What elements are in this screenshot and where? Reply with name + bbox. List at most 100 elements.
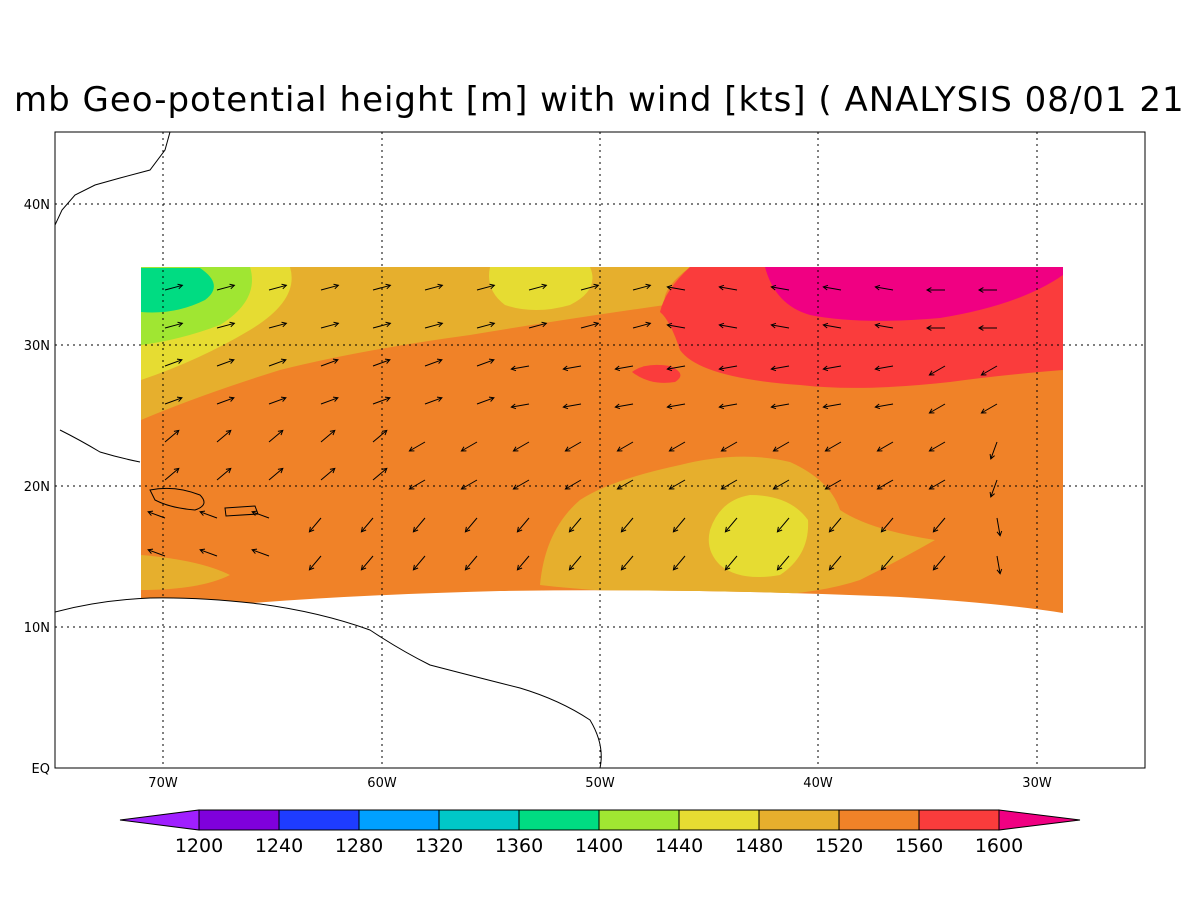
wind-arrowhead [668,446,675,452]
wind-arrowhead [437,283,444,290]
wind-arrowhead [977,325,984,331]
wind-arrowhead [724,526,731,533]
wind-arrowhead [928,408,935,414]
field-1440-central [708,495,809,578]
wind-arrowhead [173,467,180,474]
wind-arrow [996,517,1001,536]
wind-arrow [981,403,998,414]
wind-arrowhead [360,526,367,533]
colorbar-bin-1440 [678,809,760,831]
wind-arrowhead [824,446,831,452]
wind-arrow [673,555,686,571]
map-frame [54,131,1146,769]
wind-arrowhead [510,403,517,410]
wind-arrow [881,517,894,533]
wind-arrow [823,403,842,408]
height-field [141,267,1063,613]
plot-title: mb Geo-potential height [m] with wind [k… [14,80,1185,120]
wind-arrow [565,441,582,452]
wind-arrowhead [562,403,569,410]
wind-arrowhead [620,564,627,571]
wind-arrowhead [770,403,777,410]
wind-arrowhead [672,564,679,571]
wind-arrow [875,324,894,329]
wind-arrowhead [996,568,1003,575]
wind-arrowhead [720,446,727,452]
wind-arrowhead [176,358,183,364]
wind-arrowhead [770,365,777,372]
wind-arrow [771,365,790,370]
wind-arrowhead [568,564,575,571]
wind-arrow [320,397,339,405]
wind-arrow [825,479,842,490]
wind-arrow [476,359,495,367]
wind-arrowhead [510,365,517,372]
wind-arrowhead [977,287,984,293]
colorbar-label-1600: 1600 [975,835,1023,857]
wind-arrow [877,441,894,452]
colorbar-high-arrow [998,809,1081,831]
wind-arrow [511,365,530,370]
wind-arrow [933,517,946,533]
wind-arrow [875,403,894,408]
wind-arrow [719,365,738,370]
wind-arrow [823,286,842,291]
wind-arrowhead [718,322,725,329]
wind-arrow [721,479,738,490]
wind-arrowhead [329,429,336,436]
wind-arrow [929,365,946,376]
wind-arrow [615,403,634,408]
wind-arrow [615,365,634,370]
colorbar-label-1360: 1360 [495,835,543,857]
wind-arrowhead [620,526,627,533]
wind-arrowhead [770,284,777,291]
wind-arrowhead [229,321,236,328]
wind-arrowhead [277,429,284,436]
wind-arrow [667,286,686,291]
wind-arrowhead [464,564,471,571]
wind-arrowhead [616,446,623,452]
wind-arrow [528,322,547,329]
wind-arrow [268,397,287,405]
colorbar-bin-1520 [838,809,920,831]
wind-arrow [569,517,582,533]
wind-arrow [777,517,790,533]
colorbar-label-1200: 1200 [175,835,223,857]
wind-arrowhead [385,283,392,290]
wind-arrow [569,555,582,571]
lat-label-40n: 40N [24,198,50,213]
wind-arrow [996,555,1001,574]
wind-arrow [621,517,634,533]
wind-arrow [823,365,842,370]
wind-arrow [216,468,232,481]
wind-arrowhead [724,564,731,571]
wind-arrow [476,284,495,291]
wind-arrowhead [381,467,388,474]
wind-arrowhead [928,370,935,376]
lon-label-70w: 70W [148,776,178,791]
wind-arrow [164,322,183,329]
wind-arrow [320,284,339,291]
coastlines [55,132,602,768]
wind-arrow [563,365,582,370]
wind-arrowhead [412,526,419,533]
wind-arrow [990,479,998,498]
wind-arrow [771,286,790,291]
wind-arrowhead [516,526,523,533]
wind-arrow [719,324,738,329]
wind-arrowhead [147,548,154,554]
wind-arrow [990,441,998,460]
wind-arrowhead [718,284,725,291]
wind-arrowhead [488,396,495,402]
wind-arrowhead [177,283,184,290]
wind-arrowhead [280,358,287,364]
wind-arrowhead [229,283,236,290]
colorbar-label-1320: 1320 [415,835,463,857]
wind-arrowhead [251,548,258,554]
wind-arrow [199,511,218,519]
wind-arrowhead [874,403,881,410]
wind-arrow [372,468,388,481]
wind-arrow [825,441,842,452]
lat-label-20n: 20N [24,480,50,495]
colorbar [119,809,1081,831]
